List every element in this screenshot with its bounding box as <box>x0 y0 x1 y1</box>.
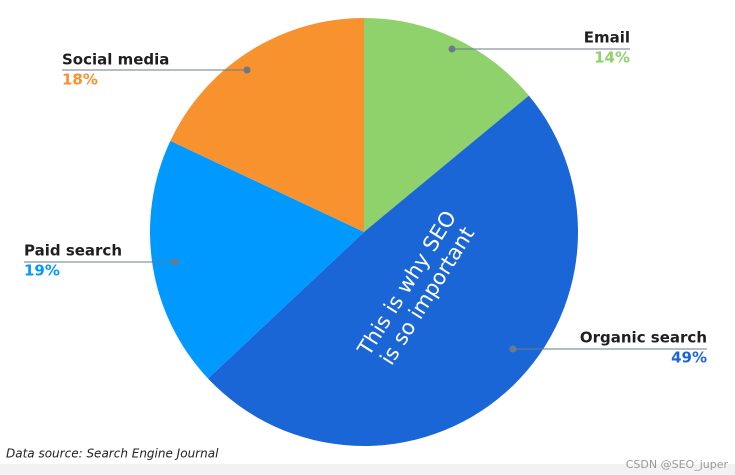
watermark: CSDN @SEO_juper <box>626 458 729 471</box>
slice-label: Organic search <box>580 329 707 347</box>
pie-slice <box>170 18 364 232</box>
slice-percent: 19% <box>24 262 60 280</box>
pie-slice <box>208 95 578 446</box>
slice-percent: 14% <box>594 49 630 67</box>
footer-strip <box>0 464 735 475</box>
slice-label: Email <box>584 29 630 47</box>
leader-dot <box>243 66 251 74</box>
slice-label: Paid search <box>24 242 122 260</box>
slice-percent: 49% <box>671 349 707 367</box>
slice-label: Social media <box>62 51 169 69</box>
pie-slice <box>364 18 529 232</box>
leader-dot <box>448 45 456 53</box>
slice-percent: 18% <box>62 71 98 89</box>
source-note: Data source: Search Engine Journal <box>6 447 219 461</box>
leader-dot <box>509 345 517 353</box>
leader-dot <box>171 258 179 266</box>
pie-slice <box>150 140 364 379</box>
